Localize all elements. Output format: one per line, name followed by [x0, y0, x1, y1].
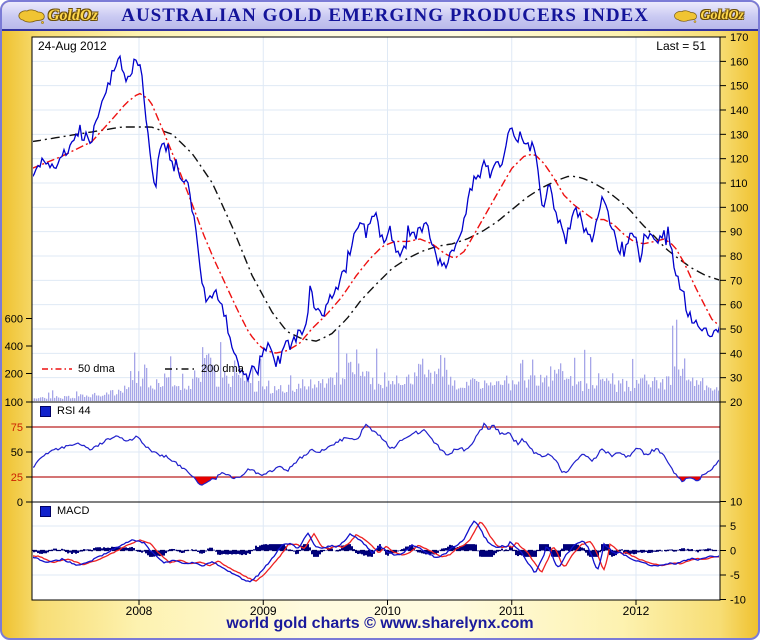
rsi-line	[33, 422, 719, 486]
price-axis-label: 130	[730, 129, 748, 141]
australia-map-icon	[18, 9, 45, 24]
year-label: 2012	[623, 604, 650, 618]
date-label: 24-Aug 2012	[38, 39, 107, 53]
rsi-axis-label: 25	[11, 472, 23, 484]
price-line	[33, 54, 719, 383]
rsi-marker-icon	[40, 405, 51, 417]
price-axis-label: 80	[730, 251, 742, 263]
price-axis-label: 150	[730, 81, 748, 93]
volume-bars	[33, 319, 719, 401]
goldoz-logo-right: GoldOz	[672, 8, 744, 24]
legend-50dma-label: 50 dma	[78, 363, 115, 375]
price-axis-label: 30	[730, 373, 742, 385]
price-axis-label: 160	[730, 56, 748, 68]
macd-marker-icon	[40, 505, 51, 517]
legend-200dma-label: 200 dma	[201, 363, 244, 375]
rsi-axis-label: 0	[17, 497, 23, 509]
macd-axis-label: 5	[730, 521, 736, 533]
legend-rsi: RSI 44	[40, 405, 91, 417]
year-label: 2010	[374, 604, 401, 618]
year-label: 2009	[250, 604, 277, 618]
grid-lines	[32, 37, 720, 600]
price-axis-label: 140	[730, 105, 748, 117]
year-label: 2011	[499, 604, 525, 618]
macd-axis-label: 10	[730, 497, 742, 509]
australia-map-icon	[674, 9, 698, 23]
price-axis-label: 110	[730, 178, 748, 190]
volume-axis-label: 400	[5, 341, 23, 353]
price-axis-label: 100	[730, 202, 748, 214]
title-bar: GoldOz AUSTRALIAN GOLD EMERGING PRODUCER…	[2, 2, 758, 31]
logo-text: GoldOz	[48, 6, 98, 24]
price-axis-label: 50	[730, 324, 742, 336]
price-axis-label: 120	[730, 154, 748, 166]
volume-axis-label: 200	[5, 369, 23, 381]
watermark-caption: world gold charts © www.sharelynx.com	[226, 615, 534, 632]
price-axis-label: 40	[730, 348, 742, 360]
year-label: 2008	[126, 604, 153, 618]
legend-rsi-label: RSI 44	[57, 405, 91, 417]
goldoz-logo: GoldOz	[16, 7, 98, 25]
macd-axis-label: -10	[730, 595, 746, 607]
price-axis-label: 170	[730, 32, 748, 44]
price-axis-label: 90	[730, 227, 742, 239]
price-axis-label: 70	[730, 275, 742, 287]
legend-macd-label: MACD	[57, 505, 90, 517]
page-title: AUSTRALIAN GOLD EMERGING PRODUCERS INDEX	[121, 4, 649, 26]
rsi-axis-label: 50	[11, 447, 23, 459]
price-axis-label: 60	[730, 300, 742, 312]
plot-background	[32, 37, 720, 600]
rsi-oversold-fill	[194, 477, 216, 486]
red-dashdot-sample	[42, 368, 72, 370]
legend-macd: MACD	[40, 505, 89, 517]
black-dashdot-sample	[165, 368, 195, 370]
volume-axis-label: 600	[5, 314, 23, 326]
dma50-line	[33, 92, 719, 354]
logo-text: GoldOz	[700, 7, 744, 23]
rsi-oversold-fill	[678, 477, 700, 482]
macd-line	[33, 520, 719, 583]
rsi-axis-label: 100	[5, 397, 23, 409]
legend-50dma: 50 dma	[42, 363, 115, 375]
legend-200dma: 200 dma	[165, 363, 244, 375]
price-axis-label: 20	[730, 397, 742, 409]
macd-axis-label: -5	[730, 570, 740, 582]
macd-axis-label: 0	[730, 546, 736, 558]
rsi-axis-label: 75	[11, 422, 23, 434]
last-value-label: Last = 51	[656, 39, 706, 53]
